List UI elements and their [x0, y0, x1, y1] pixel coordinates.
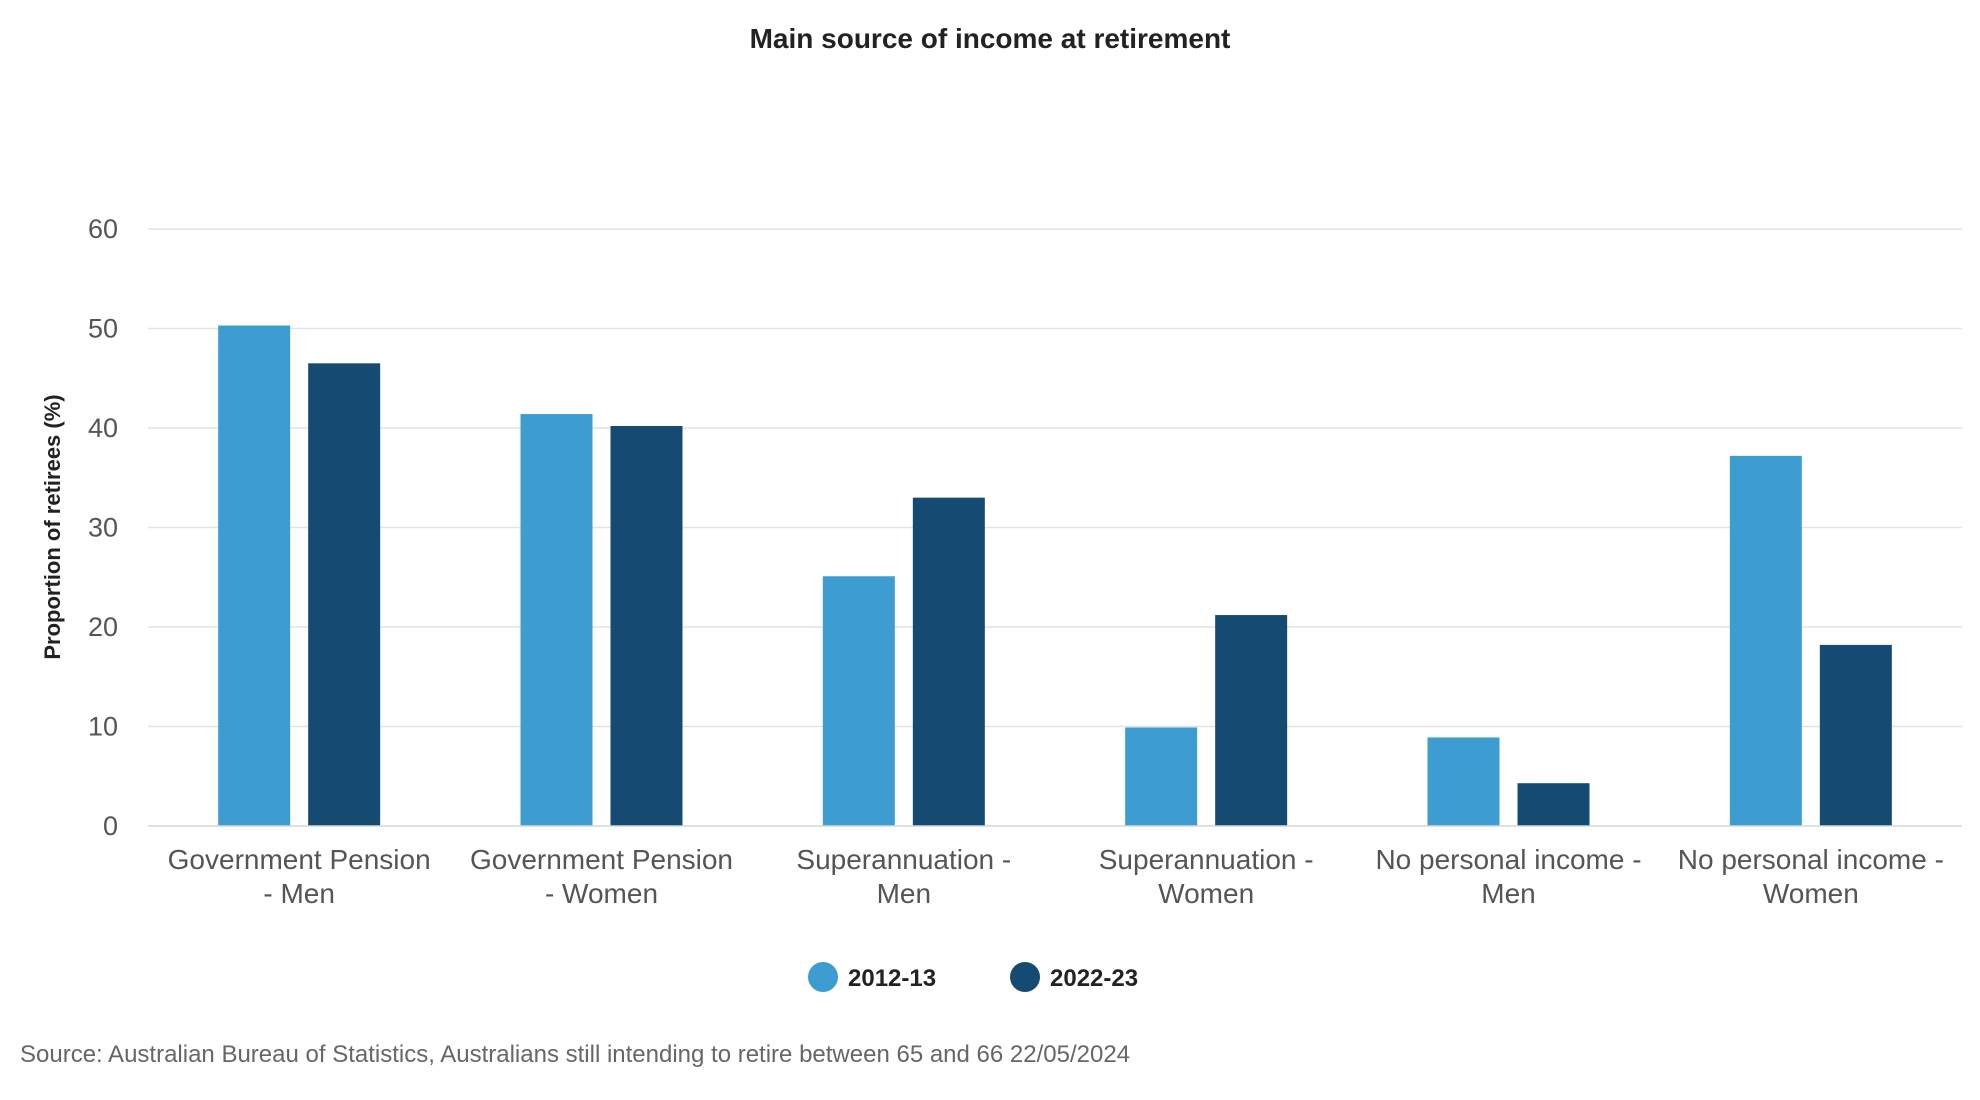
x-category-label: No personal income -Men	[1375, 844, 1641, 909]
x-category-label: No personal income -Women	[1678, 844, 1944, 909]
y-tick-label: 60	[88, 214, 118, 244]
y-tick-label: 0	[103, 811, 118, 841]
x-category-label: Superannuation -Men	[796, 844, 1011, 909]
bar-2012-13-1	[520, 414, 593, 826]
bar-2012-13-4	[1427, 737, 1500, 826]
bar-2012-13-2	[822, 576, 895, 826]
x-category-label-line: No personal income -	[1678, 844, 1944, 875]
x-category-label-line: Men	[877, 878, 931, 909]
y-tick-label: 10	[88, 712, 118, 742]
bar-2022-23-0	[308, 363, 381, 826]
legend-marker	[808, 962, 838, 992]
y-tick-label: 40	[88, 413, 118, 443]
x-category-label: Government Pension - Men	[168, 844, 431, 909]
bar-2022-23-1	[610, 426, 683, 826]
legend-label: 2012-13	[848, 965, 936, 992]
source-note: Source: Australian Bureau of Statistics,…	[20, 1041, 1130, 1068]
x-category-label-line: Women	[1763, 878, 1859, 909]
gridlines	[148, 228, 1962, 728]
legend: 2012-13 2022-23	[808, 962, 1138, 992]
y-axis-ticks: 0 10 20 30 40 50 60	[88, 214, 118, 841]
x-category-label-line: - Women	[545, 878, 658, 909]
bar-2012-13-5	[1729, 455, 1802, 826]
bar-2022-23-5	[1819, 644, 1892, 826]
x-category-label-line: Government Pension	[168, 844, 431, 875]
bar-2012-13-3	[1125, 727, 1198, 826]
x-category-label-line: Superannuation -	[1099, 844, 1314, 875]
x-category-label-line: - Men	[263, 878, 335, 909]
x-category-label-line: Men	[1481, 878, 1535, 909]
bar-2022-23-4	[1517, 783, 1590, 826]
x-category-label-line: Women	[1158, 878, 1254, 909]
bar-2012-13-0	[218, 325, 291, 826]
x-category-label: Superannuation -Women	[1099, 844, 1314, 909]
legend-label: 2022-23	[1050, 965, 1138, 992]
x-category-label-line: Superannuation -	[796, 844, 1011, 875]
y-axis-title: Proportion of retirees (%)	[40, 394, 65, 659]
x-category-label: Government Pension - Women	[470, 844, 733, 909]
bar-2022-23-3	[1215, 615, 1288, 826]
bars	[218, 325, 1892, 826]
y-tick-label: 30	[88, 513, 118, 543]
y-tick-label: 20	[88, 612, 118, 642]
legend-marker	[1010, 962, 1040, 992]
x-category-label-line: No personal income -	[1375, 844, 1641, 875]
bar-2022-23-2	[912, 497, 985, 826]
chart-title: Main source of income at retirement	[750, 23, 1231, 54]
y-tick-label: 50	[88, 314, 118, 344]
x-category-label-line: Government Pension	[470, 844, 733, 875]
